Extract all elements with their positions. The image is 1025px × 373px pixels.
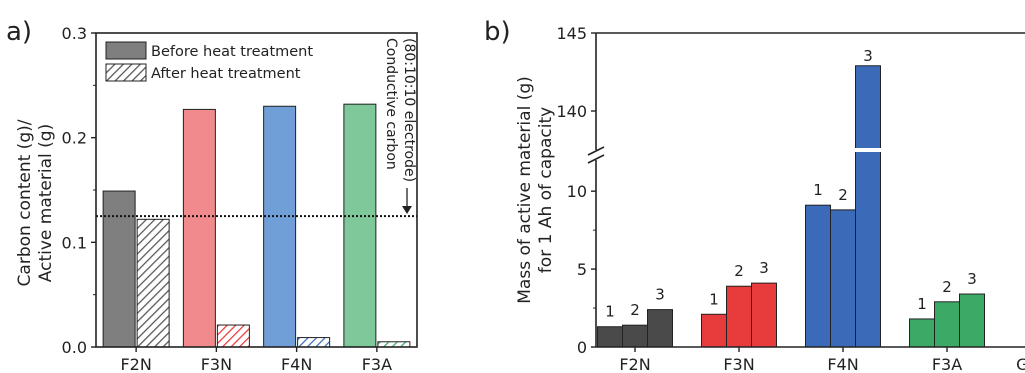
bar-f2n-1 — [597, 326, 623, 348]
bar-f3a-3 — [959, 293, 985, 348]
xtick-label-f4n: F4N — [281, 355, 312, 373]
panel-a-label: a) — [6, 17, 32, 47]
ytick-label-3: 0.3 — [62, 24, 87, 43]
panel-a-ylabel-line-2: Active material (g) — [36, 124, 56, 282]
panel-b-xticks: F2N F3N F4N F3A Graphite — [619, 347, 1025, 373]
bar-label-f2n-2: 2 — [630, 301, 640, 319]
legend-label-before: Before heat treatment — [151, 44, 313, 60]
annotation-line-1: Conductive carbon — [383, 38, 399, 170]
bar-f4n-before — [263, 105, 297, 348]
xtick-label-f3a: F3A — [932, 355, 962, 373]
ytick-label-1: 0.1 — [62, 233, 87, 252]
panel-b-ylabel-line-2: for 1 Ah of capacity — [536, 107, 556, 273]
bar-label-f4n-1: 1 — [813, 181, 823, 199]
bar-f4n-2 — [830, 209, 856, 348]
bar-f3n-2 — [726, 285, 752, 348]
bar-label-f3a-1: 1 — [917, 295, 927, 313]
bar-break-f4n-3 — [854, 148, 882, 152]
panel-b-axis-break — [587, 146, 605, 164]
bar-f2n-3 — [647, 309, 673, 348]
bar-f4n-after — [297, 337, 331, 348]
panel-a: a) Carbon content (g)/ Active material (… — [6, 17, 418, 373]
panel-b-label: b) — [484, 17, 511, 47]
xtick-label-f4n: F4N — [827, 355, 858, 373]
bar-f3a-2 — [934, 301, 960, 348]
ytick-upper-label-1: 145 — [556, 24, 587, 43]
ytick-label-0: 0.0 — [62, 338, 87, 357]
bar-label-f3n-1: 1 — [709, 290, 719, 308]
bar-f3n-before — [182, 108, 216, 348]
panel-a-bars — [102, 103, 411, 348]
ytick-label-2: 0.2 — [62, 129, 87, 148]
panel-a-yticks: 0.0 0.1 0.2 0.3 — [62, 24, 96, 357]
bar-f3a-before — [343, 103, 377, 348]
panel-b-yticks: 0 5 10 140 145 — [556, 24, 596, 357]
panel-a-legend: Before heat treatment After heat treatme… — [105, 41, 313, 82]
xtick-label-f3a: F3A — [362, 355, 392, 373]
bar-f4n-1 — [805, 204, 831, 348]
ytick-lower-label-2: 10 — [567, 182, 587, 201]
bar-f3a-1 — [909, 318, 935, 348]
annotation-arrow — [402, 188, 412, 214]
bar-f2n-2 — [622, 324, 648, 348]
bar-label-f3a-3: 3 — [967, 270, 977, 288]
bar-label-f2n-3: 3 — [655, 286, 665, 304]
bar-f4n-3 — [855, 65, 881, 348]
xtick-label-graphite: Graphite — [1016, 355, 1025, 373]
bar-label-f3n-3: 3 — [759, 259, 769, 277]
annotation-line-2: (80:10:10 electrode) — [401, 38, 417, 182]
ytick-upper-label-0: 140 — [556, 102, 587, 121]
legend-label-after: After heat treatment — [151, 66, 301, 82]
panel-b-ylabel: Mass of active material (g) for 1 Ah of … — [515, 76, 556, 303]
ytick-lower-label-0: 0 — [577, 338, 587, 357]
panel-b-bars — [597, 65, 985, 348]
bar-label-f4n-3: 3 — [863, 47, 873, 65]
panel-a-ylabel-line-1: Carbon content (g)/ — [15, 119, 35, 286]
bar-f2n-after — [136, 218, 170, 348]
bar-label-f3n-2: 2 — [734, 262, 744, 280]
bar-f3n-3 — [751, 282, 777, 348]
panel-b-ylabel-line-1: Mass of active material (g) — [515, 76, 535, 303]
bar-label-f3a-2: 2 — [942, 278, 952, 296]
bar-label-f2n-1: 1 — [605, 303, 615, 321]
xtick-label-f2n: F2N — [619, 355, 650, 373]
bar-label-f4n-2: 2 — [838, 186, 848, 204]
legend-swatch-before — [105, 41, 147, 60]
xtick-label-f3n: F3N — [201, 355, 232, 373]
panel-b: b) Mass of active material (g) for 1 Ah … — [484, 17, 1025, 373]
legend-swatch-after — [105, 63, 147, 82]
panel-a-xticks: F2N F3N F4N F3A — [120, 347, 392, 373]
bar-f3n-1 — [701, 313, 727, 348]
bar-f3n-after — [216, 324, 250, 348]
ytick-lower-label-1: 5 — [577, 260, 587, 279]
bar-f2n-before — [102, 190, 136, 348]
annotation-conductive-carbon: Conductive carbon (80:10:10 electrode) — [383, 38, 417, 182]
xtick-label-f3n: F3N — [723, 355, 754, 373]
xtick-label-f2n: F2N — [120, 355, 151, 373]
panel-a-ylabel: Carbon content (g)/ Active material (g) — [15, 119, 56, 286]
